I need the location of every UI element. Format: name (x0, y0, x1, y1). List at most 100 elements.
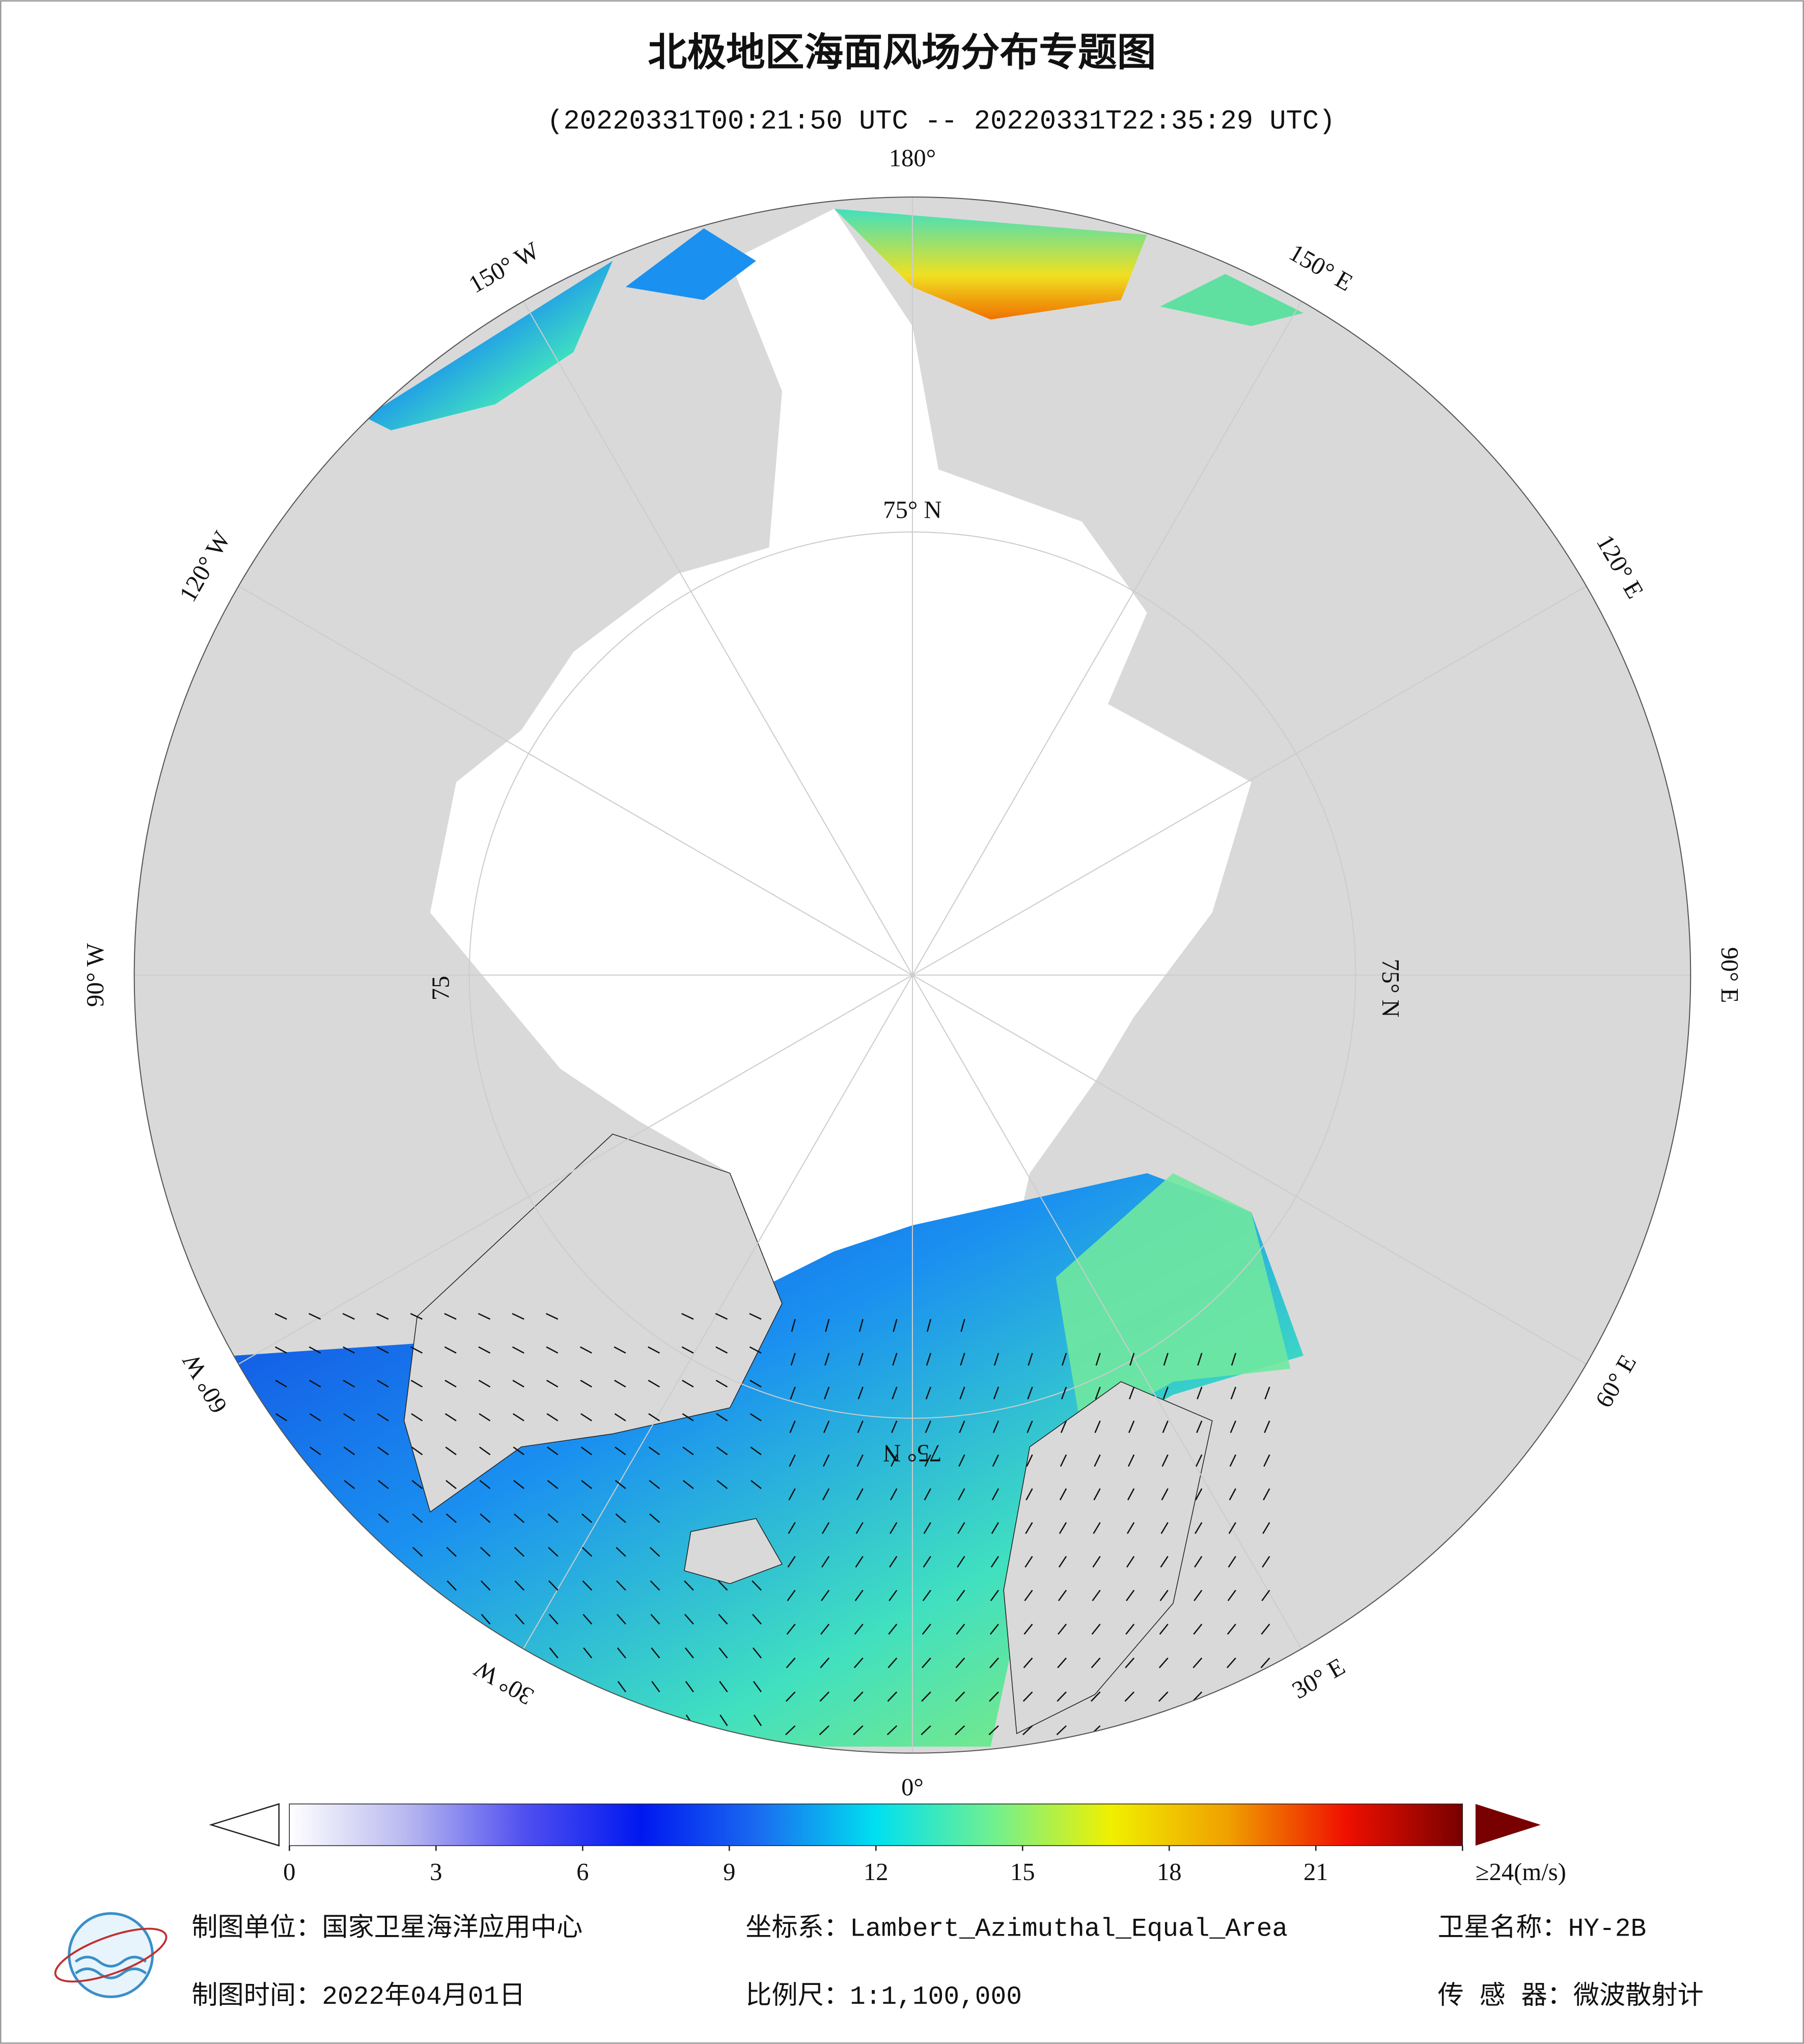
wind-arrow (923, 1556, 931, 1568)
meridian (522, 974, 913, 1649)
wind-arrow (1194, 1589, 1203, 1602)
wind-arrow (311, 1547, 321, 1557)
wind-arrow (785, 1691, 796, 1702)
wind-arrow (310, 1480, 321, 1489)
wind-arrow (1160, 1522, 1169, 1534)
wind-arrow (924, 1488, 931, 1501)
wind-arrow (989, 1691, 999, 1702)
latitude-label: 75° N (1377, 959, 1404, 1017)
wind-arrow (512, 1413, 524, 1421)
wind-arrow (1191, 1725, 1203, 1735)
wind-arrow (1195, 1522, 1203, 1534)
wind-arrow (344, 1547, 355, 1557)
wind-arrow (617, 1647, 626, 1659)
wind-arrow (1090, 1691, 1101, 1702)
wind-arrow (379, 1647, 389, 1659)
wind-arrow (1229, 1454, 1237, 1467)
wind-arrow (1023, 1623, 1033, 1635)
wind-arrow (446, 1547, 457, 1557)
wind-arrow (1061, 1386, 1067, 1399)
wind-arrow (991, 1488, 1000, 1501)
wind-arrow (681, 1313, 694, 1320)
wind-arrow (547, 1480, 559, 1489)
wind-arrow (445, 1380, 457, 1388)
colorbar-tick-label: 0 (283, 1858, 295, 1886)
wind-arrow (1227, 1623, 1236, 1635)
wind-arrow (1092, 1556, 1101, 1568)
wind-arrow (1125, 1657, 1135, 1668)
wind-arrow (892, 1386, 898, 1399)
wind-arrow (715, 1346, 728, 1354)
wind-arrow (1230, 1420, 1237, 1433)
wind-arrow (648, 1380, 660, 1388)
wind-arrow (787, 1589, 796, 1602)
wind-arrow (786, 1657, 796, 1668)
wind-arrow (378, 1513, 389, 1523)
wind-arrow (989, 1657, 999, 1668)
wind-arrow (716, 1413, 728, 1421)
wind-arrow (343, 1380, 355, 1388)
wind-arrow (1197, 1386, 1203, 1399)
wind-arrow (545, 1313, 559, 1320)
wind-arrow (515, 1614, 525, 1625)
wind-arrow (858, 1319, 864, 1332)
wind-arrow (546, 1380, 559, 1388)
wind-arrow (1026, 1420, 1033, 1433)
wind-arrow (1264, 1420, 1270, 1433)
wind-arrow (516, 1714, 525, 1726)
wind-arrow (790, 1386, 796, 1399)
wind-arrow (1192, 1657, 1203, 1668)
colorbar-under (209, 1803, 280, 1847)
colorbar (289, 1803, 1463, 1846)
wind-arrow (993, 1386, 1000, 1399)
wind-arrow (1228, 1556, 1236, 1568)
wind-arrow (482, 1714, 491, 1726)
wind-arrow (1226, 1725, 1236, 1735)
wind-arrow (854, 1623, 864, 1635)
wind-arrow (549, 1647, 559, 1659)
footer-scale: 比例尺：1:1,100,000 (745, 1981, 1022, 2012)
wind-arrow (310, 1513, 321, 1523)
map-subtitle: (20220331T00:21:50 UTC -- 20220331T22:35… (547, 106, 1335, 137)
meridian (912, 974, 1302, 1649)
wind-arrow (889, 1589, 898, 1602)
wind-arrow (276, 1513, 288, 1523)
wind-arrow (650, 1580, 660, 1591)
logo (54, 1912, 168, 1998)
wind-arrow (410, 1380, 423, 1388)
wind-arrow (888, 1623, 898, 1635)
wind-arrow (751, 1480, 762, 1489)
wind-arrow (512, 1380, 524, 1388)
wind-arrow (1194, 1556, 1203, 1568)
wind-arrow (1060, 1454, 1067, 1467)
wind-arrow (989, 1623, 999, 1635)
wind-arrow (648, 1446, 660, 1455)
wind-arrow (1161, 1454, 1169, 1467)
wind-arrow (343, 1346, 355, 1354)
wind-arrow (648, 1413, 660, 1421)
wind-arrow (412, 1547, 423, 1557)
wind-arrow (890, 1488, 898, 1501)
wind-arrow (1262, 1522, 1270, 1534)
wind-arrow (377, 1446, 389, 1455)
wind-arrow (992, 1420, 1000, 1433)
wind-arrow (682, 1380, 694, 1388)
wind-arrow (312, 1681, 321, 1693)
wind-arrow (752, 1580, 762, 1591)
wind-arrow (749, 1313, 762, 1320)
wind-arrow (715, 1313, 728, 1320)
wind-arrow (444, 1313, 457, 1320)
wind-arrow (789, 1454, 796, 1467)
wind-arrow (824, 1353, 830, 1366)
wind-arrow (412, 1580, 423, 1591)
wind-arrow (548, 1547, 559, 1557)
longitude-label: 150° E (1285, 239, 1357, 297)
wind-arrow (1262, 1556, 1270, 1568)
meridian (912, 974, 1587, 1365)
wind-arrow (1094, 1454, 1101, 1467)
iceland (684, 1518, 783, 1584)
wind-arrow (514, 1580, 525, 1591)
longitude-label: 60° E (1590, 1350, 1642, 1412)
wind-arrow (719, 1681, 728, 1693)
